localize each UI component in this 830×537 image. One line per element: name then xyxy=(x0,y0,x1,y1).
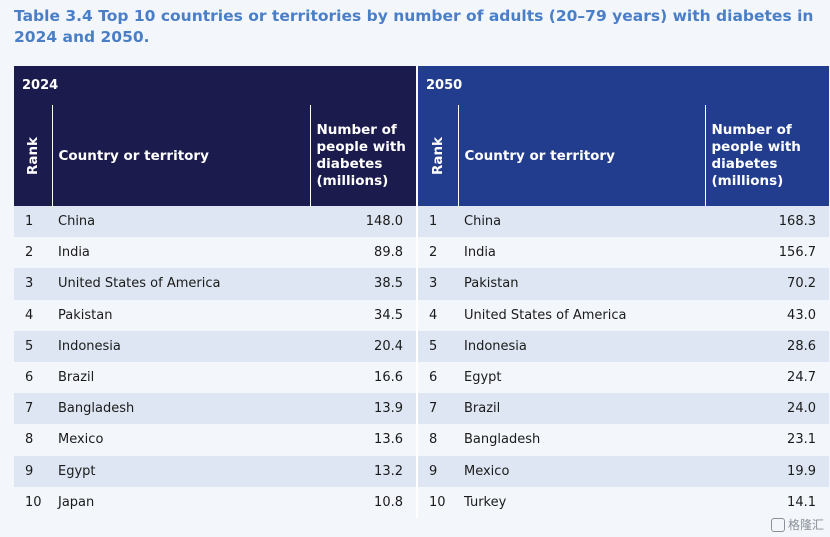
country-cell: Pakistan xyxy=(458,268,705,300)
rank-cell: 6 xyxy=(14,361,52,394)
value-cell: 70.2 xyxy=(705,268,829,300)
rank-cell: 9 xyxy=(14,455,52,487)
value-cell: 14.1 xyxy=(705,486,829,518)
value-cell: 156.7 xyxy=(705,237,829,269)
value-cell: 38.5 xyxy=(310,268,417,300)
watermark-logo-icon xyxy=(770,517,785,532)
country-cell: India xyxy=(52,237,310,269)
value-cell: 24.7 xyxy=(705,361,829,394)
diabetes-table: 2024 2050 Rank Country or territory Numb… xyxy=(14,66,829,518)
rank-header: Rank xyxy=(416,105,459,206)
country-cell: Bangladesh xyxy=(52,393,310,425)
value-cell: 168.3 xyxy=(705,206,829,238)
rank-cell: 2 xyxy=(416,237,458,269)
country-cell: Indonesia xyxy=(458,330,705,362)
number-header: Number of people with diabetes (millions… xyxy=(705,105,829,206)
rank-cell: 4 xyxy=(14,299,52,331)
country-cell: Mexico xyxy=(458,455,705,487)
value-cell: 89.8 xyxy=(310,237,417,269)
rank-cell: 5 xyxy=(416,330,458,362)
year-header-2050: 2050 xyxy=(416,66,829,105)
value-cell: 24.0 xyxy=(705,393,829,425)
watermark: 格隆汇 xyxy=(770,516,824,533)
country-cell: Bangladesh xyxy=(458,424,705,456)
table-row: 7 Bangladesh 13.9 7 Brazil 24.0 xyxy=(14,393,829,425)
rank-cell: 3 xyxy=(416,268,458,300)
rank-cell: 2 xyxy=(14,237,52,269)
table-title: Table 3.4 Top 10 countries or territorie… xyxy=(14,7,814,46)
country-header: Country or territory xyxy=(52,105,311,206)
value-cell: 13.9 xyxy=(310,393,417,425)
table-body: 1 China 148.0 1 China 168.3 2 India 89.8 2 India 15… xyxy=(14,206,829,518)
rank-cell: 7 xyxy=(416,393,458,425)
country-cell: China xyxy=(52,206,310,238)
year-header-2024: 2024 xyxy=(14,66,417,105)
value-cell: 34.5 xyxy=(310,299,417,331)
country-cell: China xyxy=(458,206,705,238)
table-row: 9 Egypt 13.2 9 Mexico 19.9 xyxy=(14,455,829,487)
rank-cell: 7 xyxy=(14,393,52,425)
table-row: 8 Mexico 13.6 8 Bangladesh 23.1 xyxy=(14,424,829,456)
table-row: 1 China 148.0 1 China 168.3 xyxy=(14,206,829,238)
country-cell: Brazil xyxy=(52,361,310,394)
number-header: Number of people with diabetes (millions… xyxy=(310,105,417,206)
rank-cell: 8 xyxy=(14,424,52,456)
rank-cell: 1 xyxy=(14,206,52,238)
table-row: 10 Japan 10.8 10 Turkey 14.1 xyxy=(14,486,829,518)
value-cell: 13.6 xyxy=(310,424,417,456)
value-cell: 43.0 xyxy=(705,299,829,331)
rank-header: Rank xyxy=(14,105,53,206)
rank-cell: 4 xyxy=(416,299,458,331)
table-row: 2 India 89.8 2 India 156.7 xyxy=(14,237,829,269)
rank-cell: 6 xyxy=(416,361,458,394)
rank-cell: 8 xyxy=(416,424,458,456)
value-cell: 148.0 xyxy=(310,206,417,238)
rank-cell: 5 xyxy=(14,330,52,362)
table-row: 5 Indonesia 20.4 5 Indonesia 28.6 xyxy=(14,330,829,362)
rank-cell: 10 xyxy=(416,486,458,518)
value-cell: 28.6 xyxy=(705,330,829,362)
country-cell: India xyxy=(458,237,705,269)
table-row: 3 United States of America 38.5 3 Pakistan 70… xyxy=(14,268,829,300)
country-cell: United States of America xyxy=(458,299,705,331)
country-header: Country or territory xyxy=(458,105,706,206)
rank-cell: 1 xyxy=(416,206,458,238)
rank-cell: 9 xyxy=(416,455,458,487)
country-cell: Indonesia xyxy=(52,330,310,362)
country-cell: Mexico xyxy=(52,424,310,456)
table-row: 4 Pakistan 34.5 4 United States of America 43… xyxy=(14,299,829,331)
value-cell: 10.8 xyxy=(310,486,417,518)
country-cell: Brazil xyxy=(458,393,705,425)
country-cell: Japan xyxy=(52,486,310,518)
country-cell: Egypt xyxy=(52,455,310,487)
country-cell: Turkey xyxy=(458,486,705,518)
value-cell: 19.9 xyxy=(705,455,829,487)
table-row: 6 Brazil 16.6 6 Egypt 24.7 xyxy=(14,361,829,394)
value-cell: 16.6 xyxy=(310,361,417,394)
rank-cell: 3 xyxy=(14,268,52,300)
country-cell: Pakistan xyxy=(52,299,310,331)
value-cell: 13.2 xyxy=(310,455,417,487)
country-cell: Egypt xyxy=(458,361,705,394)
rank-cell: 10 xyxy=(14,486,52,518)
value-cell: 20.4 xyxy=(310,330,417,362)
value-cell: 23.1 xyxy=(705,424,829,456)
country-cell: United States of America xyxy=(52,268,310,300)
